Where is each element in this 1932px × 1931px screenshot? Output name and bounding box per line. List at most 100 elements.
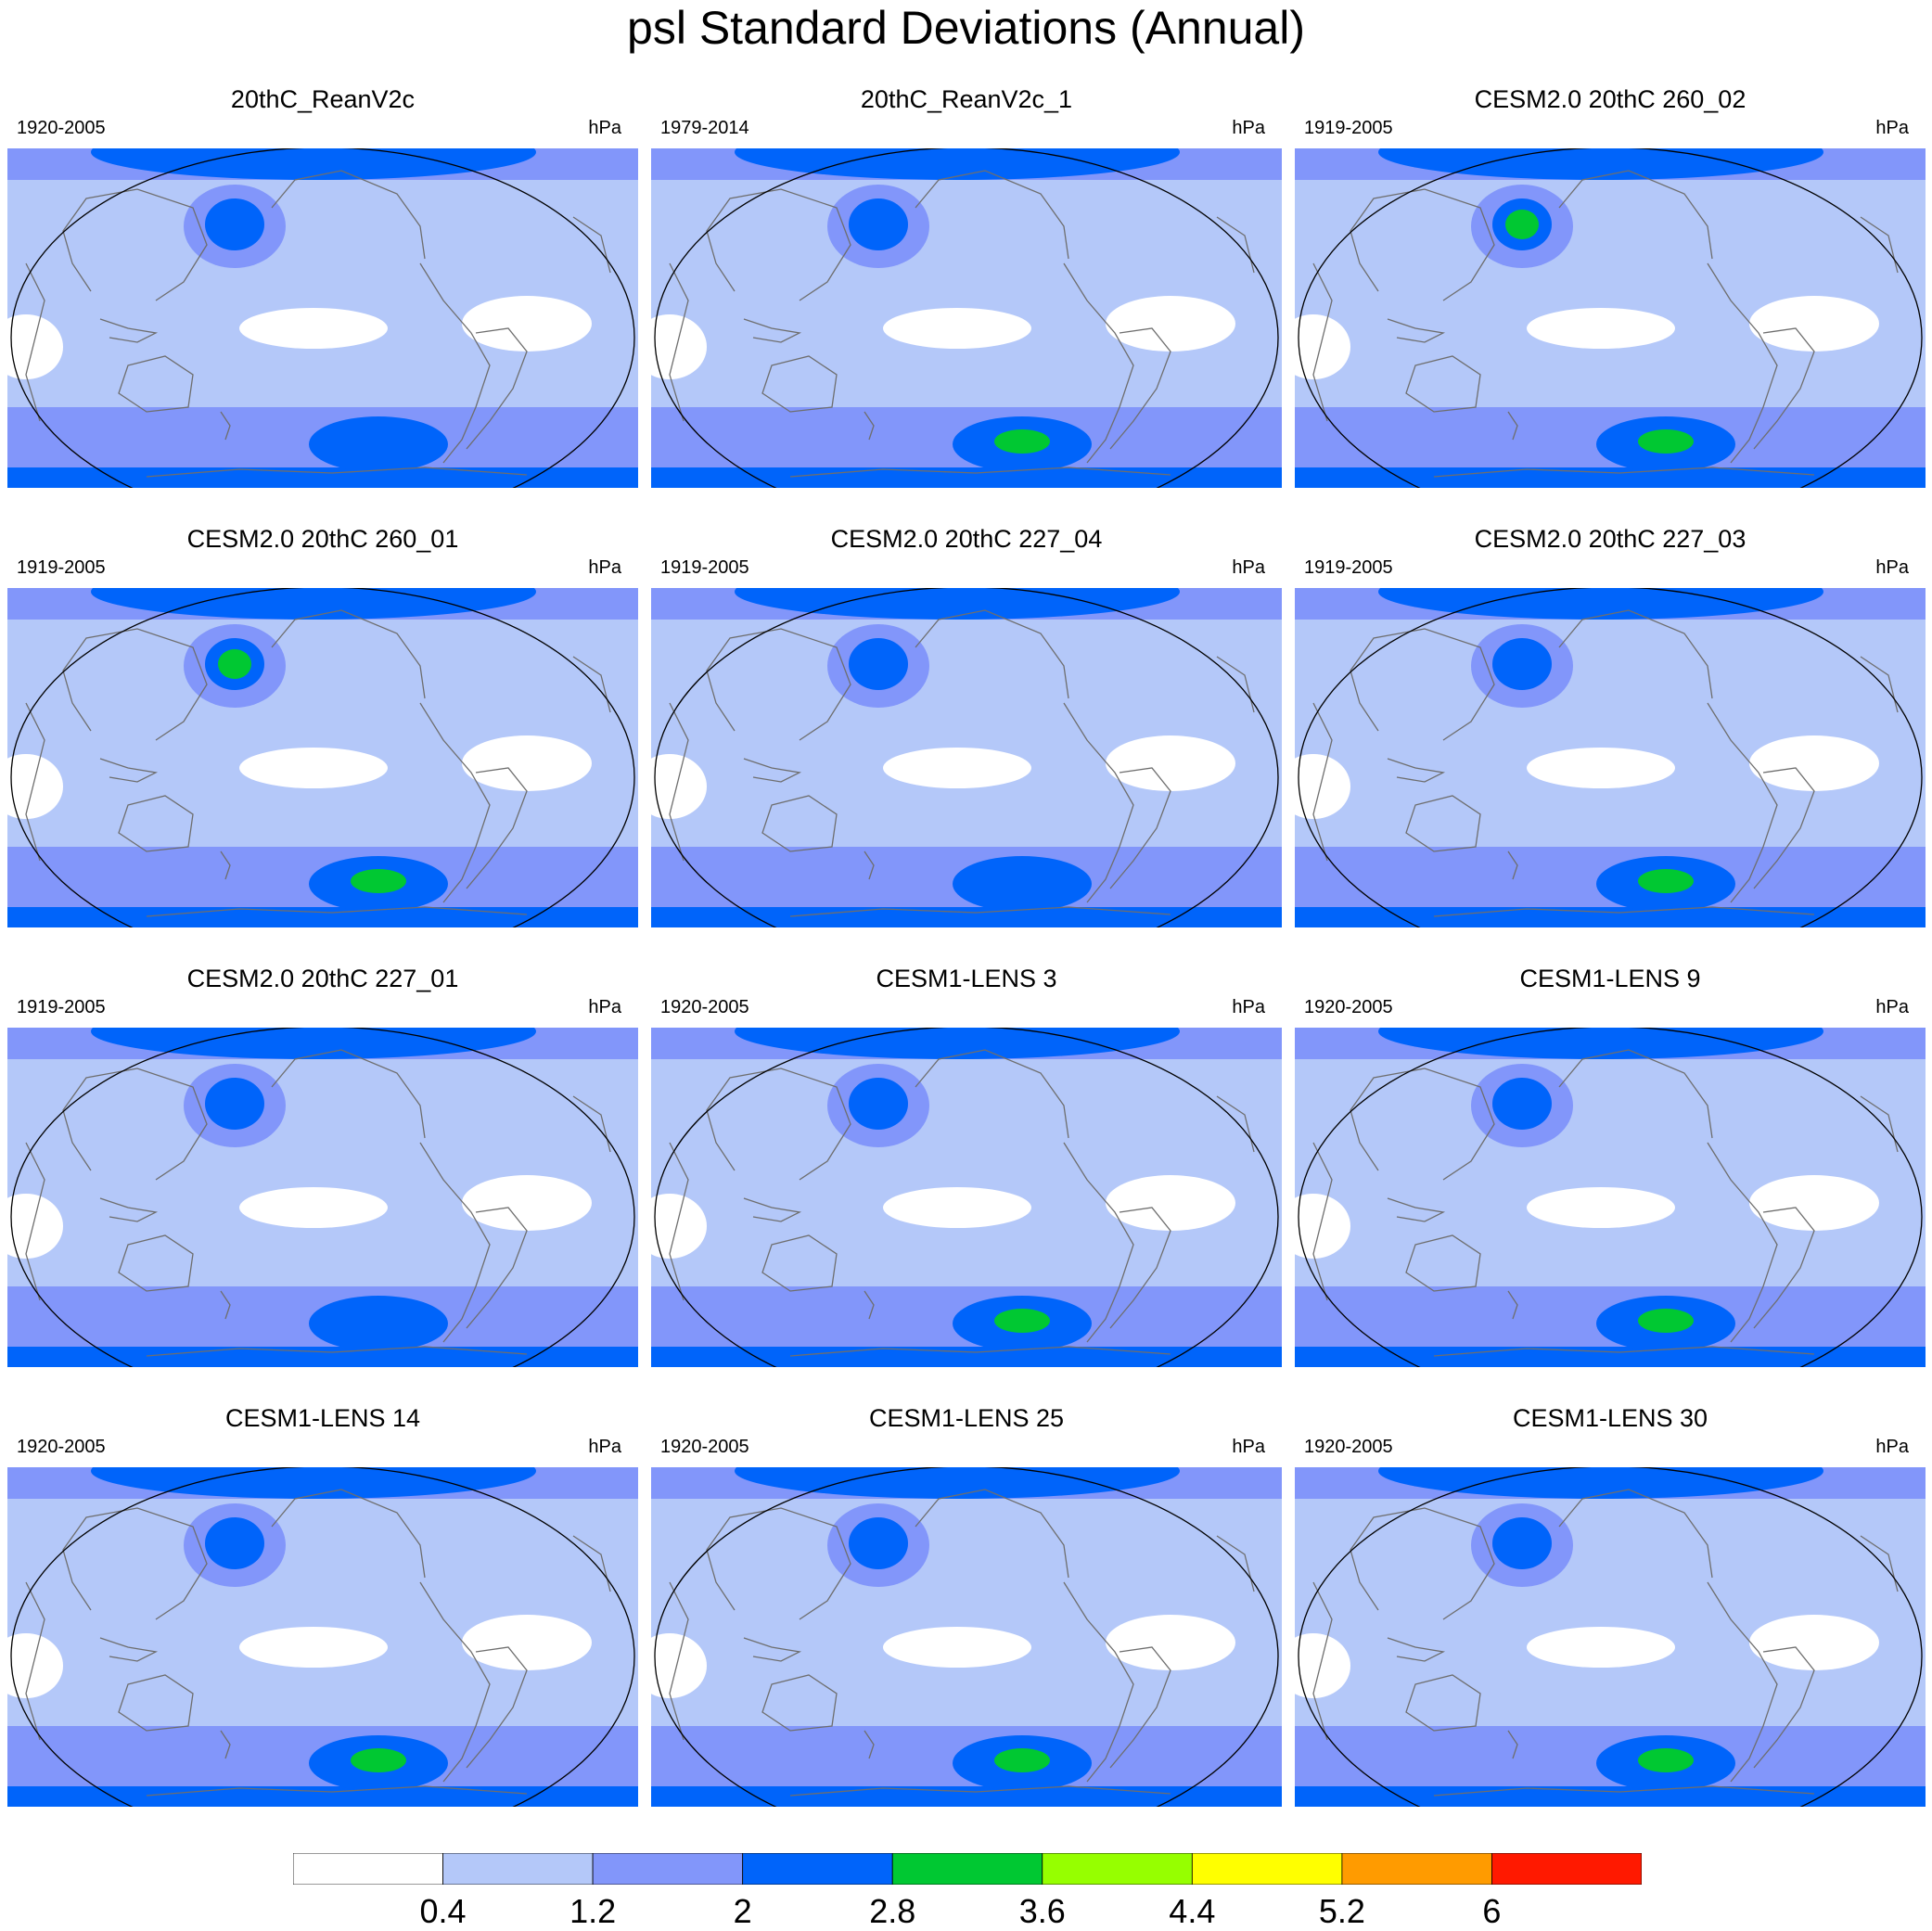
coastline <box>1507 850 1518 880</box>
map-border <box>654 148 1279 488</box>
colorbar-tick-label: 0.4 <box>419 1892 467 1930</box>
contour-band-min <box>7 1633 63 1698</box>
map-border <box>1298 1467 1923 1807</box>
coastline <box>1405 355 1481 413</box>
map-projection <box>651 588 1282 927</box>
contour-band-high <box>91 148 536 180</box>
contour-band-high <box>651 467 1282 488</box>
map-panel: CESM2.0 20thC 260_02 1919-2005 hPa <box>1295 85 1926 493</box>
coastline <box>915 1489 1069 1579</box>
coastline <box>1558 170 1713 260</box>
colorbar-box <box>742 1852 893 1886</box>
coastline <box>25 702 45 862</box>
coastline <box>864 1290 875 1320</box>
coastline <box>761 1234 838 1292</box>
coastline <box>1312 702 1333 862</box>
panel-units: hPa <box>1875 118 1909 138</box>
contour-band-peak <box>994 1309 1050 1333</box>
panel-units: hPa <box>588 557 621 578</box>
coastline <box>915 170 1069 260</box>
coastline <box>1405 1234 1481 1292</box>
coastline <box>419 262 491 464</box>
coastline <box>761 795 838 852</box>
map-panel: CESM1-LENS 9 1920-2005 hPa <box>1295 965 1926 1373</box>
coastline <box>1312 1142 1333 1301</box>
coastline <box>1433 906 1815 917</box>
coastline <box>1753 1646 1815 1769</box>
panel-units: hPa <box>1232 557 1265 578</box>
coastline <box>1350 1507 1495 1620</box>
panel-title: CESM2.0 20thC 227_04 <box>830 525 1103 553</box>
coastline <box>25 262 45 422</box>
coastline <box>99 1637 159 1662</box>
panel-units: hPa <box>1232 997 1265 1017</box>
coastline <box>1753 327 1815 450</box>
map-border <box>10 588 635 927</box>
panel-title: 20thC_ReanV2c <box>230 85 416 113</box>
panel-title: CESM2.0 20thC 260_02 <box>1474 85 1746 113</box>
map-projection <box>651 1467 1282 1807</box>
coastline <box>1753 1207 1815 1329</box>
contour-band-peak <box>1638 1309 1694 1333</box>
contour-band-high <box>7 907 638 927</box>
coastline <box>743 1197 802 1222</box>
contour-band-high <box>1492 1078 1552 1130</box>
contour-band-min <box>1106 296 1235 352</box>
panel-title: 20thC_ReanV2c_1 <box>860 85 1073 113</box>
coastline <box>1507 411 1518 441</box>
coastline <box>466 327 528 450</box>
contour-band-high <box>651 1347 1282 1367</box>
coastline <box>271 1489 426 1579</box>
coastline <box>220 411 231 441</box>
coastline <box>118 795 194 852</box>
coastline <box>419 1142 491 1343</box>
contour-band-high <box>1295 1347 1926 1367</box>
coastline <box>743 1637 802 1662</box>
colorbar-tick-label: 5.2 <box>1318 1892 1365 1930</box>
map-border <box>10 1467 635 1807</box>
coastline <box>706 1507 851 1620</box>
panel-units: hPa <box>1875 1437 1909 1457</box>
contour-band-min <box>1527 1187 1675 1228</box>
coastline <box>1507 1290 1518 1320</box>
coastline <box>789 1785 1171 1797</box>
contour-band-high <box>651 907 1282 927</box>
coastline <box>220 1290 231 1320</box>
coastline <box>118 355 194 413</box>
contour-band-peak <box>351 869 406 893</box>
panel-title: CESM1-LENS 14 <box>224 1404 421 1432</box>
map-projection <box>651 148 1282 488</box>
coastline <box>1405 1674 1481 1732</box>
contour-band-min <box>1527 308 1675 349</box>
coastline <box>706 628 851 741</box>
map-panel: CESM2.0 20thC 260_01 1919-2005 hPa <box>7 525 638 933</box>
panel-title: CESM2.0 20thC 260_01 <box>186 525 459 553</box>
coastline <box>1707 702 1778 903</box>
coastline <box>1387 318 1446 343</box>
map-projection <box>7 1028 638 1367</box>
map-border <box>654 1467 1279 1807</box>
panel-years: 1919-2005 <box>1304 118 1393 138</box>
coastline <box>669 1581 689 1741</box>
coastline <box>1109 1646 1171 1769</box>
panel-years: 1919-2005 <box>1304 557 1393 578</box>
coastline <box>669 262 689 422</box>
contour-band-high <box>735 1467 1180 1499</box>
coastline <box>419 1581 491 1783</box>
panel-years: 1920-2005 <box>1304 997 1393 1017</box>
contour-band-high <box>849 198 908 250</box>
map-panel: CESM2.0 20thC 227_01 1919-2005 hPa <box>7 965 638 1373</box>
map-border <box>1298 148 1923 488</box>
panel-years: 1979-2014 <box>660 118 749 138</box>
contour-band-min <box>1295 754 1350 819</box>
contour-band-high <box>735 148 1180 180</box>
colorbar-box <box>1341 1852 1492 1886</box>
coastline <box>466 1646 528 1769</box>
map-panel: 20thC_ReanV2c_1 1979-2014 hPa <box>651 85 1282 493</box>
contour-band-high <box>1492 1517 1552 1569</box>
coastline <box>1433 1785 1815 1797</box>
coastline <box>743 758 802 783</box>
contour-band-min <box>462 296 592 352</box>
coastline <box>1507 1730 1518 1759</box>
contour-band-min <box>1106 735 1235 791</box>
